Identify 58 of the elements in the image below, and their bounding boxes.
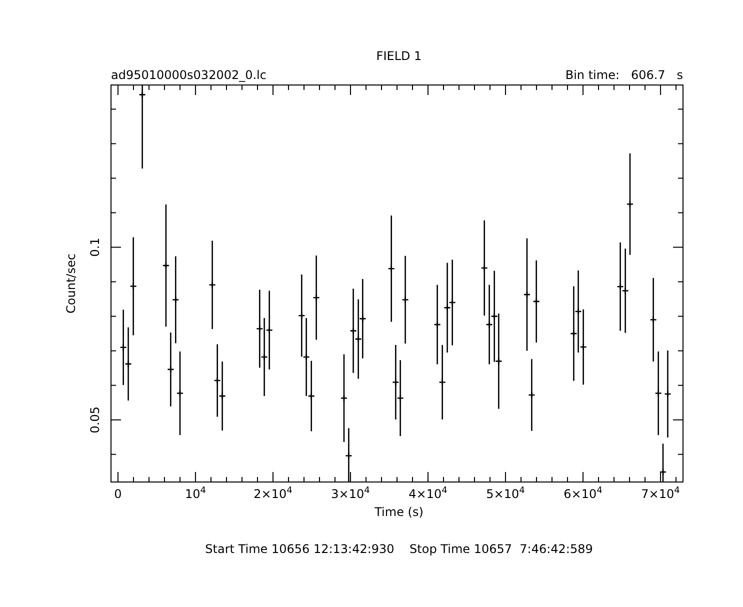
point — [654, 390, 662, 397]
point — [256, 325, 264, 332]
point — [448, 298, 456, 306]
point — [167, 366, 174, 374]
point — [130, 282, 137, 290]
text: Bin time: 606.7 s — [565, 68, 683, 82]
point — [392, 378, 400, 386]
point — [350, 327, 357, 334]
point — [172, 296, 180, 304]
point — [528, 391, 536, 399]
point — [388, 265, 395, 272]
point — [574, 308, 582, 316]
point — [214, 376, 221, 384]
point — [218, 392, 226, 400]
point — [266, 326, 273, 334]
x-tick-label: 4×10$^{4}$ — [408, 486, 448, 501]
point — [626, 200, 634, 208]
point — [570, 330, 578, 338]
point — [359, 315, 366, 322]
point — [340, 394, 348, 402]
x-tick-label: 5×10$^{4}$ — [486, 486, 526, 501]
point — [523, 290, 531, 298]
point — [354, 335, 362, 343]
point — [490, 312, 498, 320]
text: Start Time 10656 12:13:42:930 Stop Time 10657 7:46:42:589 — [205, 542, 593, 556]
x-tick-label: 6×10$^{4}$ — [564, 486, 603, 501]
point — [138, 91, 146, 98]
point — [345, 452, 352, 460]
point — [298, 312, 306, 320]
point — [208, 281, 216, 289]
y-tick-label: 0.1 — [88, 238, 102, 257]
point — [402, 296, 409, 304]
point — [260, 353, 268, 361]
x-tick-label: 10$^{4}$ — [184, 486, 206, 501]
point — [176, 390, 184, 397]
point — [480, 264, 488, 272]
x-tick-label: 7×10$^{4}$ — [641, 486, 680, 501]
y-axis-title: Count/sec — [64, 254, 78, 314]
x-axis-title: Time (s) — [374, 505, 424, 519]
point — [312, 294, 320, 302]
point — [444, 304, 451, 312]
x-tick-label: 0 — [114, 487, 122, 501]
point — [438, 378, 446, 386]
point — [124, 360, 132, 368]
point — [120, 344, 127, 352]
chart-title: FIELD 1 — [376, 49, 422, 63]
point — [580, 343, 587, 351]
y-tick-label: 0.05 — [88, 406, 102, 434]
x-tick-label: 3×10$^{4}$ — [331, 486, 370, 501]
text: ad95010000s032002_0.lc — [111, 68, 266, 82]
point — [396, 394, 404, 402]
point — [486, 320, 493, 328]
point — [434, 320, 441, 328]
point — [664, 390, 672, 398]
point — [532, 298, 540, 306]
point — [650, 316, 657, 324]
point — [162, 262, 170, 270]
x-tick-label: 2×10$^{4}$ — [254, 486, 293, 501]
